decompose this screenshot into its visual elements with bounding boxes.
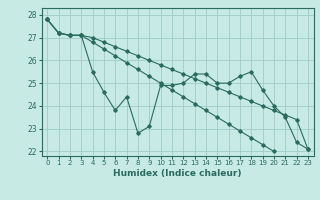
X-axis label: Humidex (Indice chaleur): Humidex (Indice chaleur)	[113, 169, 242, 178]
